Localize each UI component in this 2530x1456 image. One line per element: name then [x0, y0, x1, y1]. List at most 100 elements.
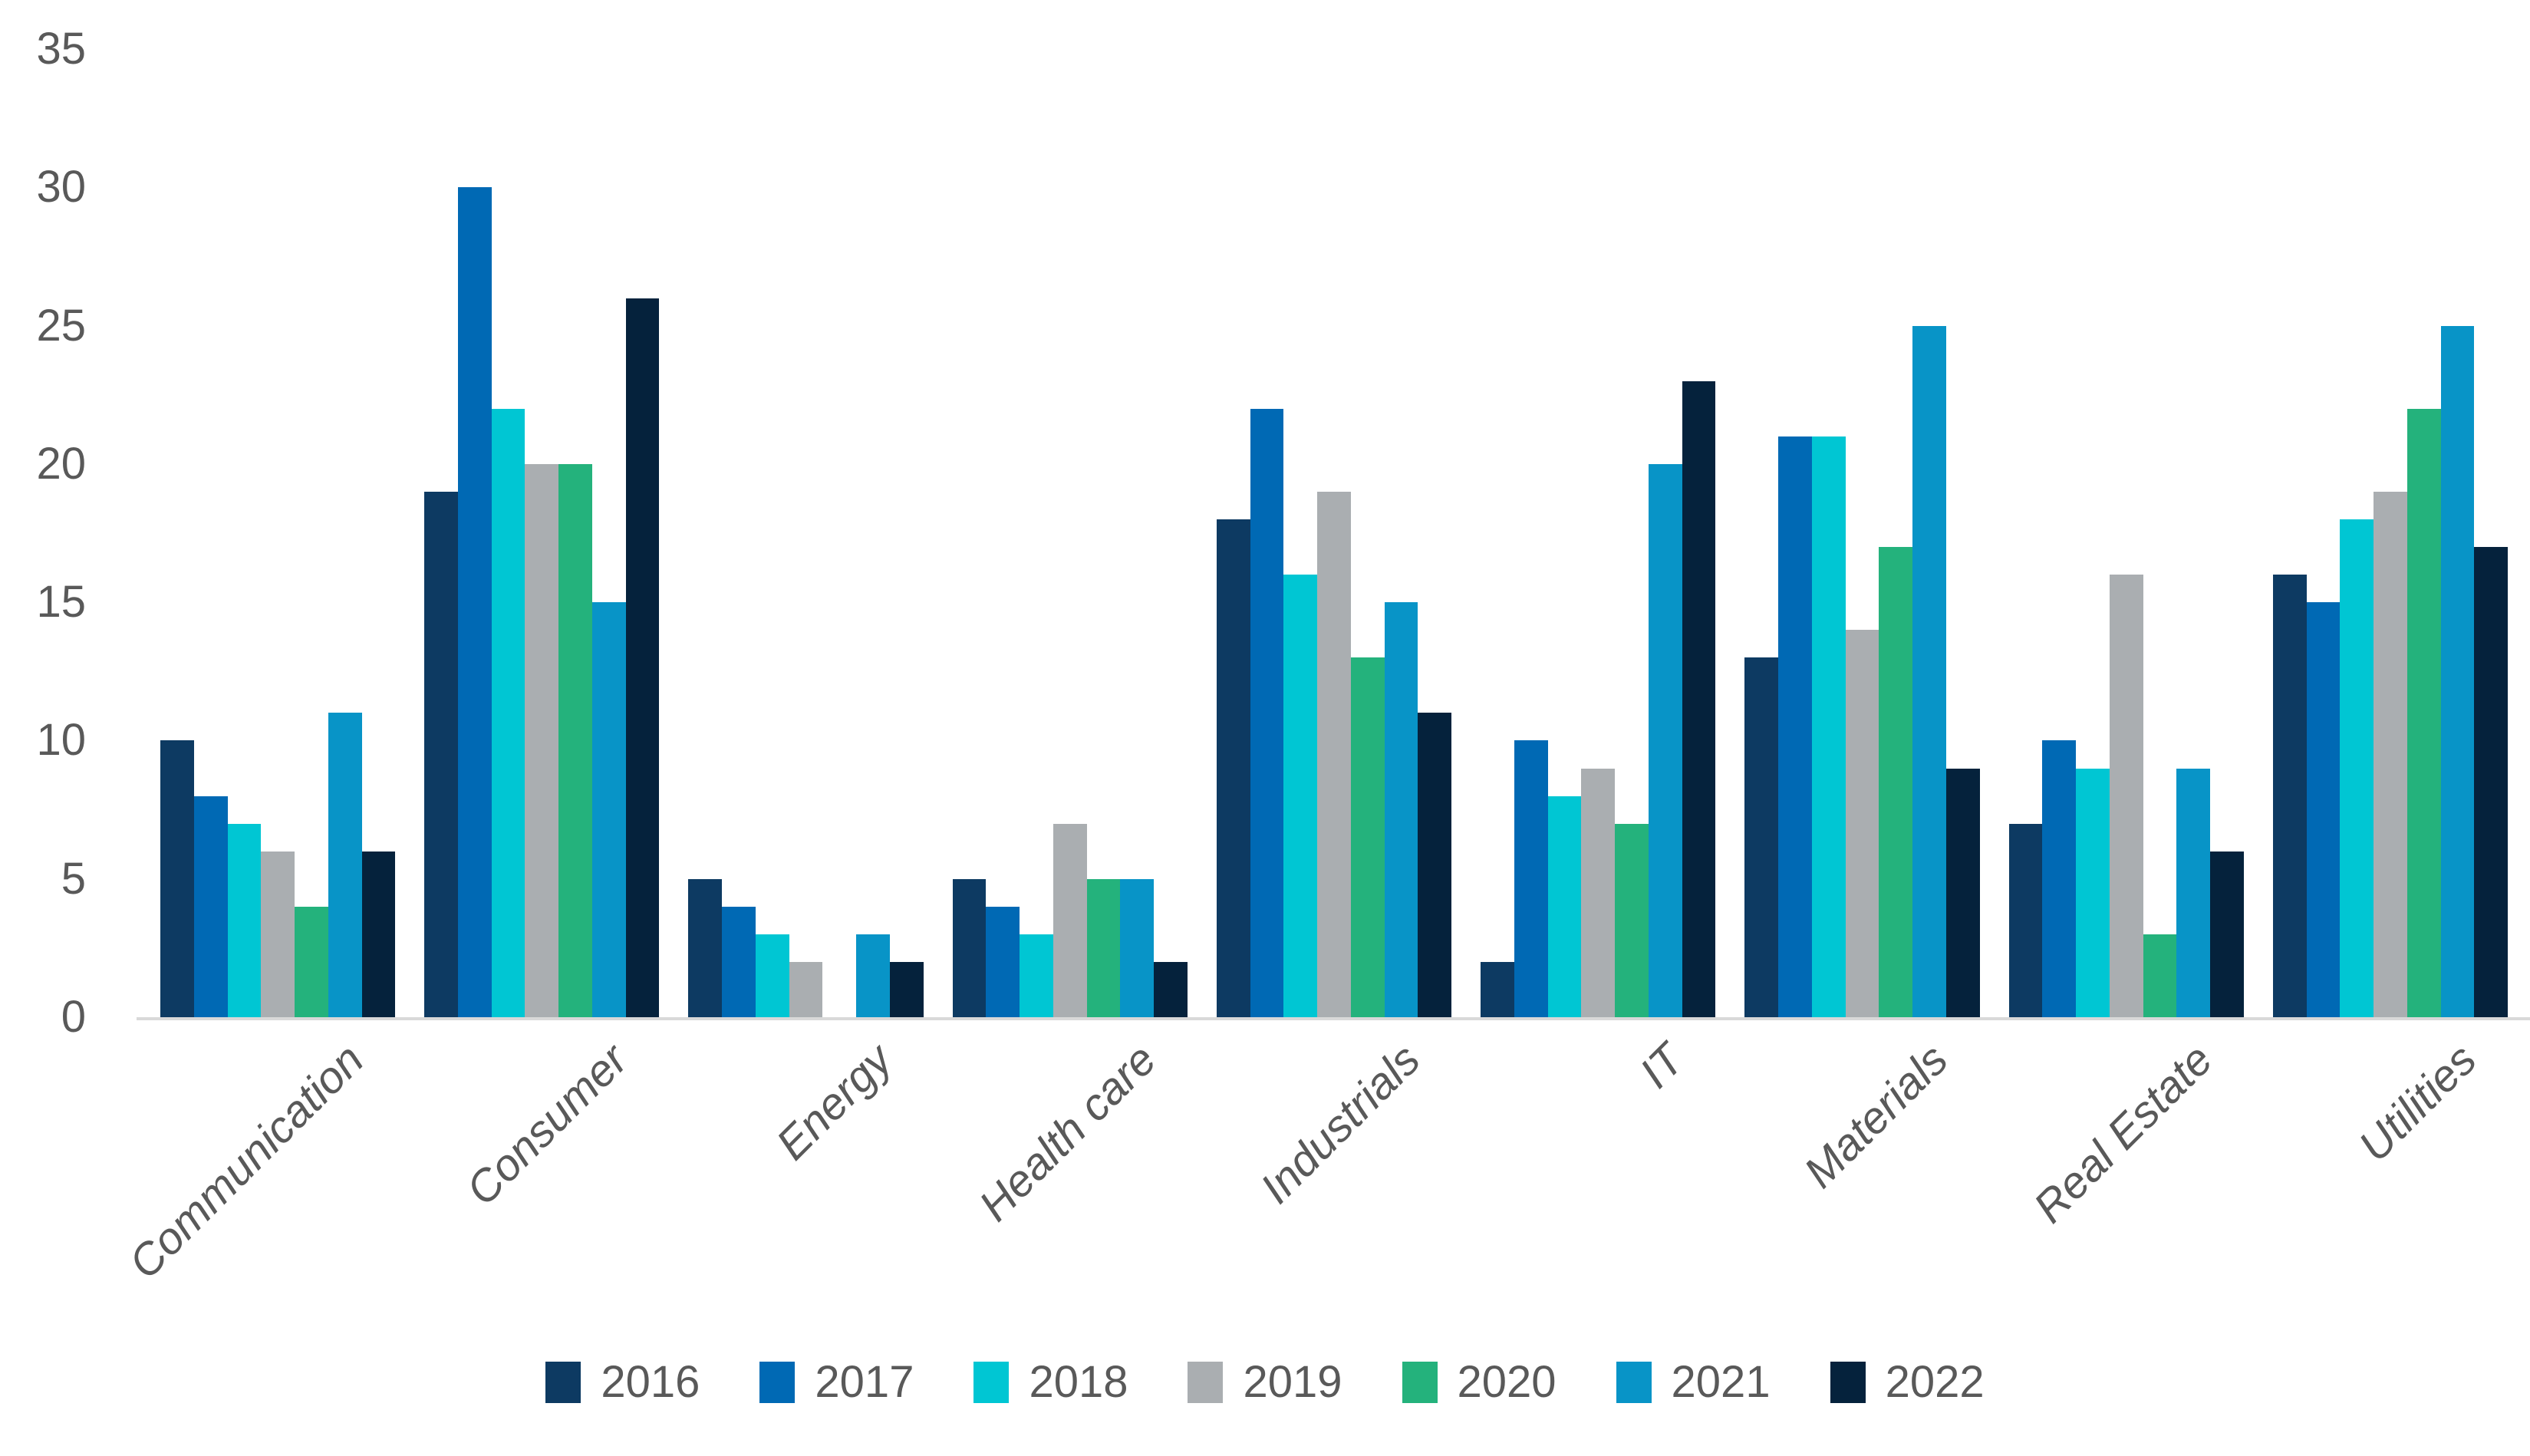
legend-item-2020: 2020	[1402, 1359, 1557, 1405]
bar-industrials-2018	[1283, 575, 1318, 1017]
y-tick-label-20: 20	[36, 438, 86, 489]
y-tick-label-5: 5	[61, 853, 86, 904]
legend-swatch-2022	[1830, 1362, 1866, 1403]
category-label-consumer: Consumer	[456, 1034, 637, 1215]
bar-group-communication	[146, 49, 410, 1017]
legend-item-2019: 2019	[1188, 1359, 1342, 1405]
bar-energy-2017	[722, 906, 756, 1017]
bar-real-estate-2018	[2076, 768, 2110, 1017]
bar-energy-2021	[856, 934, 890, 1017]
bar-communication-2021	[328, 713, 362, 1017]
bar-group-real-estate	[1995, 49, 2258, 1017]
bar-energy-2018	[755, 934, 789, 1017]
bar-it-2021	[1648, 463, 1682, 1017]
bar-consumer-2017	[457, 187, 492, 1017]
category-label-utilities: Utilities	[2349, 1034, 2486, 1171]
category-label-materials: Materials	[1794, 1034, 1958, 1197]
bar-group-utilities	[2258, 49, 2522, 1017]
bar-utilities-2016	[2272, 575, 2307, 1017]
bar-it-2022	[1682, 380, 1716, 1017]
legend-swatch-2018	[973, 1362, 1010, 1403]
bar-industrials-2017	[1250, 408, 1284, 1017]
legend-swatch-2019	[1188, 1362, 1224, 1403]
bar-health-care-2018	[1020, 934, 1053, 1017]
bar-health-care-2021	[1120, 878, 1155, 1017]
y-tick-label-35: 35	[36, 24, 86, 74]
bar-consumer-2019	[525, 463, 559, 1017]
bar-group-industrials	[1202, 49, 1466, 1017]
bar-communication-2017	[193, 796, 228, 1017]
bar-it-2019	[1581, 768, 1616, 1017]
legend-label-2021: 2021	[1671, 1357, 1771, 1407]
bar-health-care-2017	[986, 906, 1020, 1017]
bar-real-estate-2022	[2210, 851, 2244, 1017]
bar-real-estate-2021	[2176, 768, 2211, 1017]
bar-materials-2021	[1912, 325, 1946, 1017]
bar-group-consumer	[410, 49, 674, 1017]
bar-health-care-2019	[1053, 823, 1087, 1017]
bar-real-estate-2016	[2008, 823, 2043, 1017]
bar-consumer-2021	[591, 602, 626, 1017]
x-axis-line	[137, 1017, 2530, 1020]
legend-label-2019: 2019	[1243, 1357, 1342, 1407]
bar-energy-2019	[789, 961, 823, 1017]
legend-item-2016: 2016	[545, 1359, 700, 1405]
bar-utilities-2019	[2374, 491, 2407, 1017]
bar-group-health-care	[938, 49, 1202, 1017]
bar-energy-2022	[889, 961, 924, 1017]
bar-industrials-2021	[1384, 602, 1418, 1017]
bar-materials-2022	[1945, 768, 1980, 1017]
bar-consumer-2022	[625, 298, 660, 1017]
category-label-real-estate: Real Estate	[2024, 1034, 2222, 1233]
bar-industrials-2016	[1216, 519, 1250, 1017]
y-tick-label-30: 30	[36, 162, 86, 212]
legend-item-2021: 2021	[1616, 1359, 1771, 1405]
bar-group-it	[1466, 49, 1730, 1017]
bar-it-2017	[1514, 740, 1548, 1017]
bar-materials-2019	[1845, 630, 1879, 1017]
legend: 2016 2017 2018 2019 2020 2021 2022	[0, 1359, 2530, 1405]
y-tick-label-15: 15	[36, 577, 86, 628]
bar-utilities-2022	[2474, 547, 2508, 1017]
bar-materials-2017	[1778, 436, 1812, 1017]
bar-industrials-2022	[1418, 713, 1452, 1017]
plot-area	[146, 49, 2522, 1017]
bar-real-estate-2019	[2109, 575, 2143, 1017]
bar-energy-2016	[688, 878, 723, 1017]
bar-it-2016	[1481, 961, 1514, 1017]
bar-industrials-2019	[1317, 491, 1351, 1017]
bar-utilities-2021	[2440, 325, 2475, 1017]
legend-item-2017: 2017	[759, 1359, 914, 1405]
bar-consumer-2020	[558, 463, 592, 1017]
bar-consumer-2016	[424, 491, 458, 1017]
legend-label-2018: 2018	[1029, 1357, 1128, 1407]
bar-materials-2018	[1811, 436, 1846, 1017]
bar-real-estate-2020	[2143, 934, 2177, 1017]
y-axis: 0 5 10 15 20 25 30 35	[0, 0, 86, 1456]
bar-it-2020	[1615, 823, 1649, 1017]
legend-item-2018: 2018	[973, 1359, 1128, 1405]
bar-materials-2016	[1744, 657, 1779, 1017]
bar-group-energy	[674, 49, 937, 1017]
bar-consumer-2018	[491, 408, 525, 1017]
legend-label-2022: 2022	[1885, 1357, 1985, 1407]
y-tick-label-10: 10	[36, 715, 86, 766]
bar-group-materials	[1730, 49, 1994, 1017]
bar-health-care-2022	[1154, 961, 1188, 1017]
bar-communication-2022	[361, 851, 396, 1017]
category-label-industrials: Industrials	[1250, 1034, 1430, 1214]
bar-communication-2020	[295, 906, 328, 1017]
legend-swatch-2017	[759, 1362, 796, 1403]
y-tick-label-0: 0	[61, 992, 86, 1042]
bar-communication-2019	[261, 851, 295, 1017]
legend-swatch-2020	[1402, 1362, 1438, 1403]
bar-industrials-2020	[1350, 657, 1385, 1017]
legend-label-2017: 2017	[815, 1357, 914, 1407]
legend-label-2016: 2016	[601, 1357, 700, 1407]
bar-utilities-2020	[2406, 408, 2441, 1017]
bar-utilities-2017	[2306, 602, 2341, 1017]
y-tick-label-25: 25	[36, 300, 86, 351]
legend-swatch-2021	[1616, 1362, 1652, 1403]
legend-item-2022: 2022	[1830, 1359, 1985, 1405]
